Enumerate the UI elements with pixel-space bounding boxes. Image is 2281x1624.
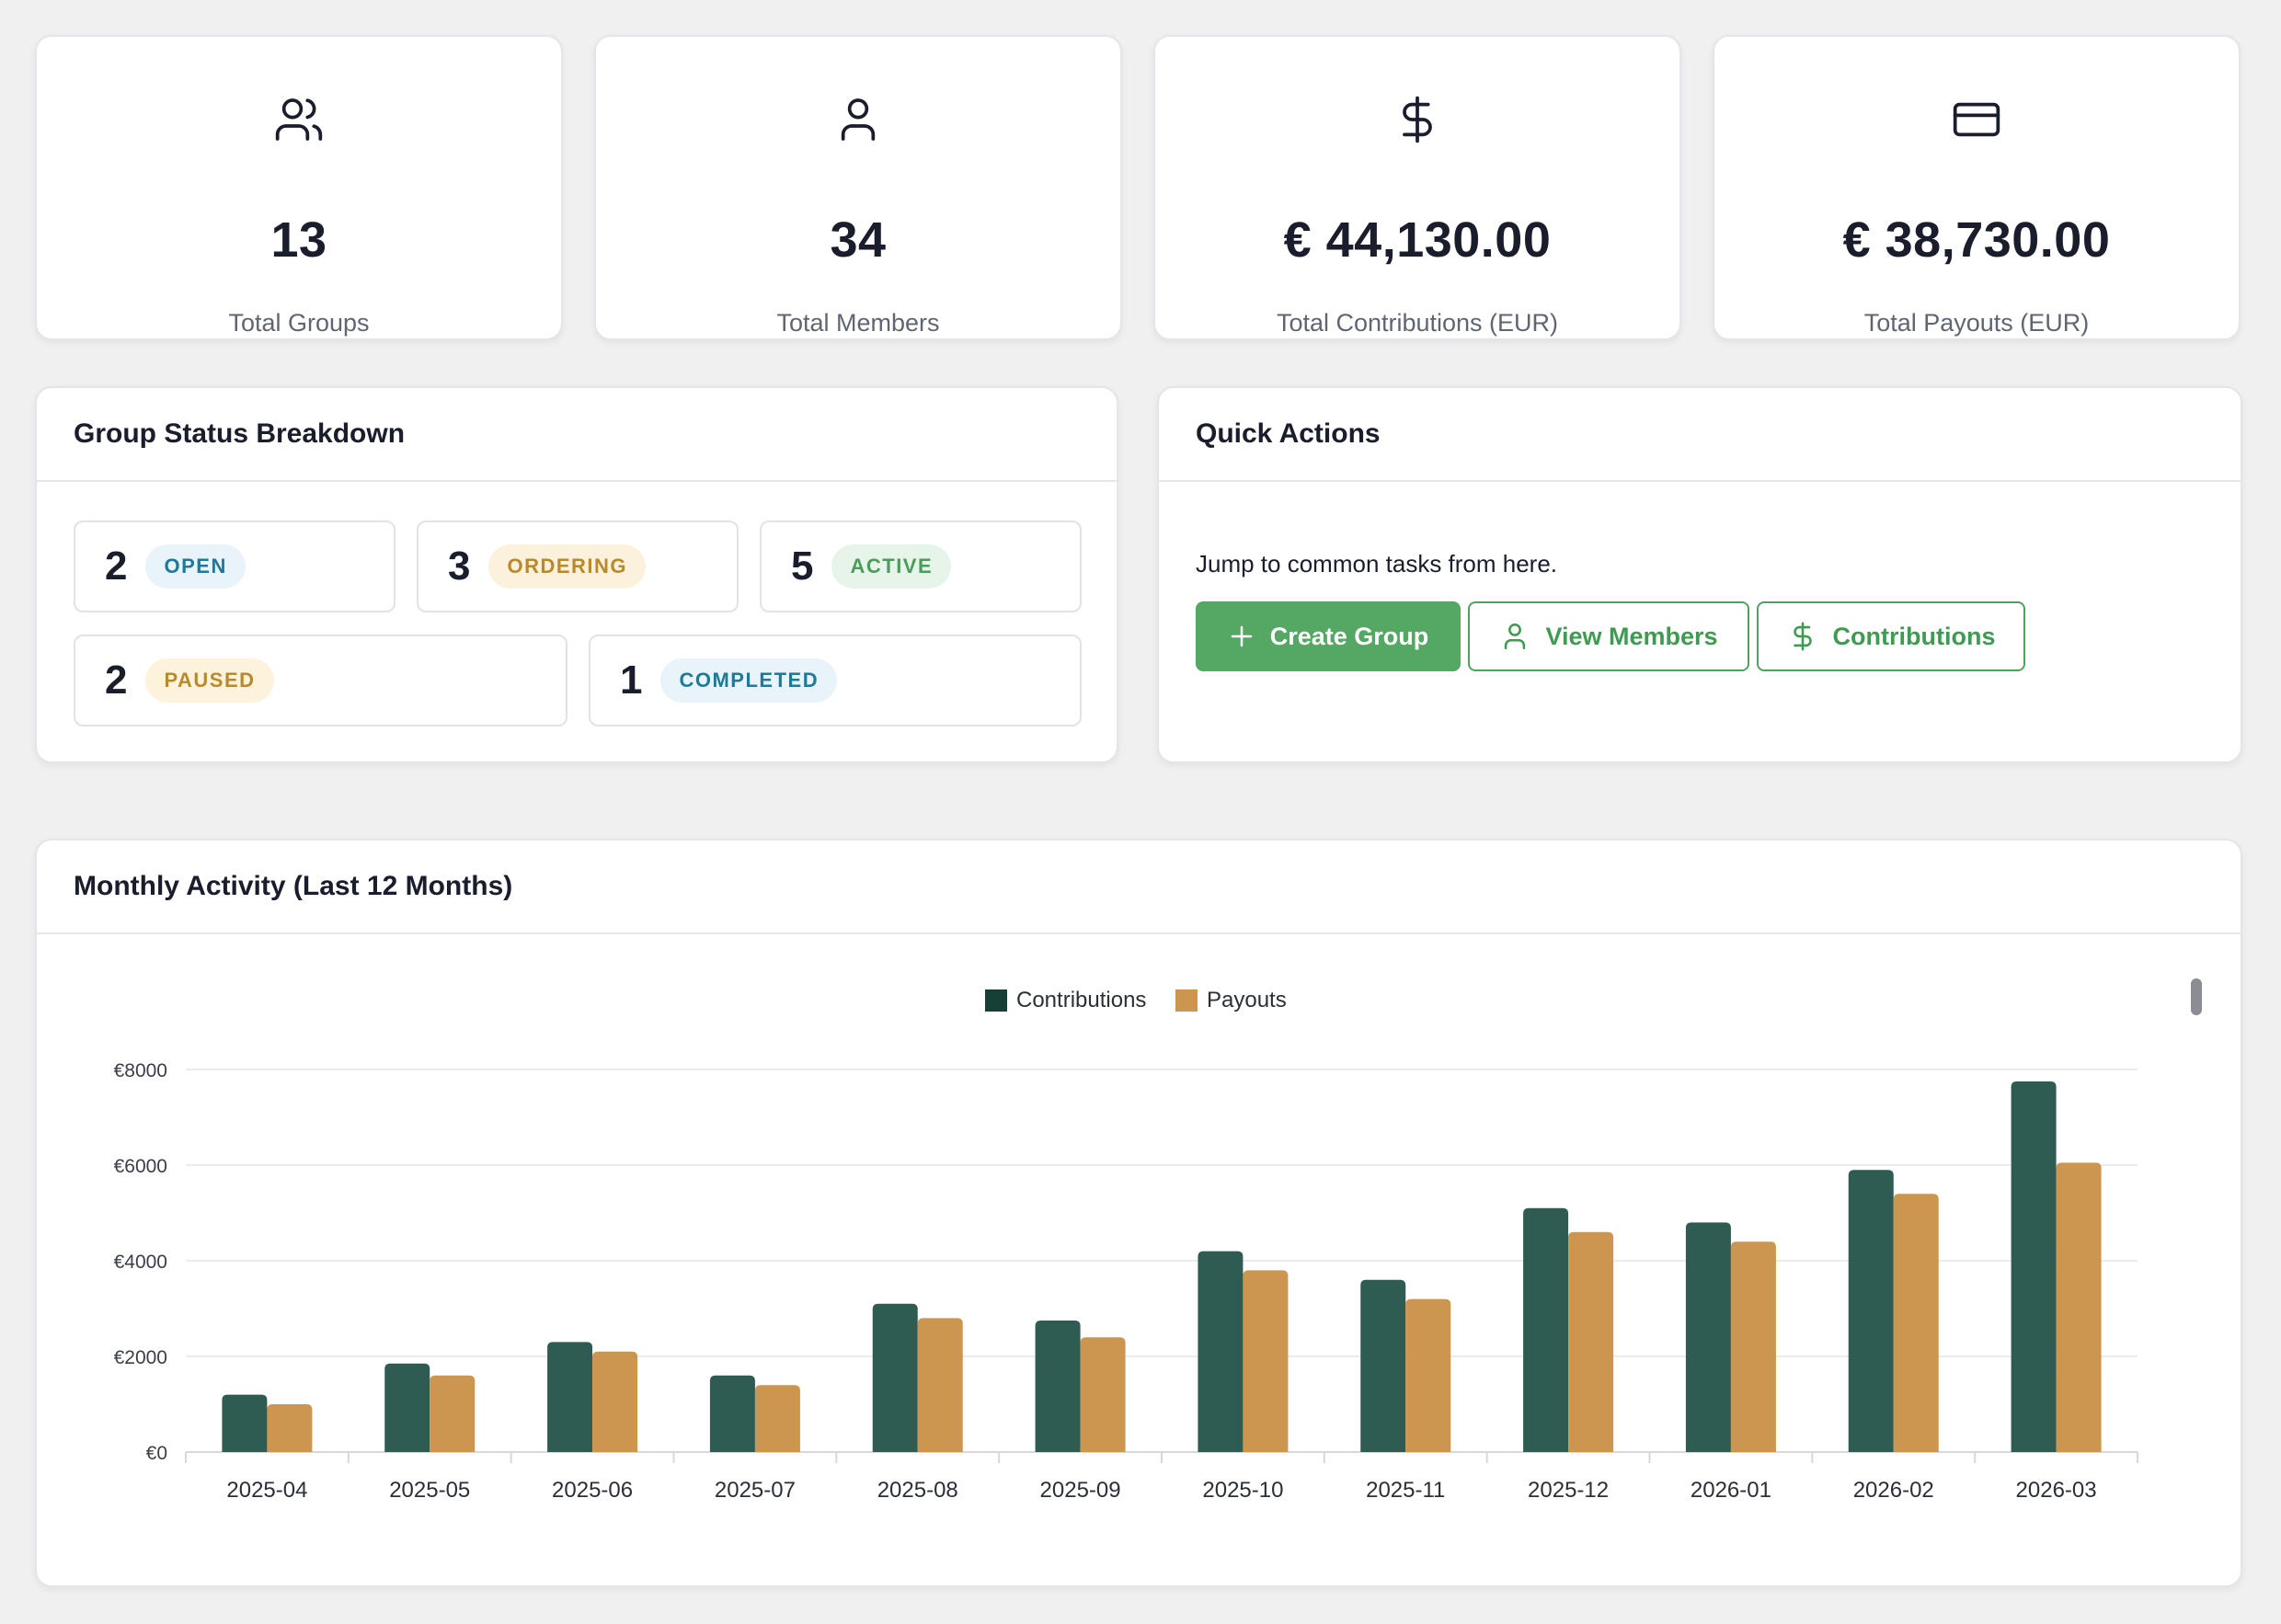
button-label: Contributions — [1832, 622, 1996, 650]
status-badge: ORDERING — [488, 544, 647, 589]
stat-label: Total Contributions (EUR) — [1276, 309, 1559, 337]
group-status-panel: Group Status Breakdown 2 OPEN 3 ORDERING… — [35, 386, 1118, 763]
status-tile-ordering: 3 ORDERING — [417, 520, 739, 612]
status-count: 1 — [620, 658, 643, 703]
stat-value: 13 — [270, 212, 327, 268]
stat-value: € 38,730.00 — [1842, 212, 2111, 268]
status-badge: COMPLETED — [660, 658, 838, 703]
status-count: 3 — [448, 543, 471, 589]
status-tile-open: 2 OPEN — [74, 520, 395, 612]
legend-payouts[interactable]: Payouts — [1175, 988, 1287, 1013]
status-badge: ACTIVE — [831, 544, 952, 589]
button-label: View Members — [1545, 622, 1718, 650]
legend-label: Payouts — [1207, 988, 1287, 1012]
user-icon — [1505, 623, 1526, 650]
stat-label: Total Payouts (EUR) — [1863, 309, 2090, 337]
legend-swatch — [985, 989, 1007, 1012]
button-label: Create Group — [1269, 622, 1429, 650]
users-icon — [37, 94, 561, 145]
stat-card-total-groups: 13 Total Groups — [35, 35, 563, 340]
status-badge: OPEN — [145, 544, 246, 589]
status-count: 2 — [105, 543, 128, 589]
view-members-button[interactable]: View Members — [1468, 601, 1749, 671]
status-count: 5 — [791, 543, 814, 589]
stat-card-total-payouts: € 38,730.00 Total Payouts (EUR) — [1713, 35, 2241, 340]
quick-actions-panel: Quick Actions Jump to common tasks from … — [1157, 386, 2242, 763]
panel-title: Monthly Activity (Last 12 Months) — [37, 841, 2241, 934]
dollar-icon — [1793, 622, 1812, 651]
quick-actions-description: Jump to common tasks from here. — [1196, 550, 1558, 578]
stat-label: Total Groups — [228, 309, 370, 337]
plus-icon — [1231, 625, 1252, 647]
stat-value: € 44,130.00 — [1283, 212, 1552, 268]
panel-title: Quick Actions — [1159, 388, 2241, 482]
stat-value: 34 — [830, 212, 887, 268]
status-tile-active: 5 ACTIVE — [760, 520, 1082, 612]
panel-title: Group Status Breakdown — [37, 388, 1117, 482]
stat-card-total-members: 34 Total Members — [594, 35, 1122, 340]
dollar-icon — [1155, 94, 1679, 145]
contributions-button[interactable]: Contributions — [1757, 601, 2025, 671]
stat-card-total-contributions: € 44,130.00 Total Contributions (EUR) — [1153, 35, 1681, 340]
user-icon — [596, 94, 1120, 145]
chart-scrollbar-thumb[interactable] — [2191, 978, 2202, 1015]
stat-label: Total Members — [776, 309, 940, 337]
credit-card-icon — [1714, 94, 2239, 145]
status-badge: PAUSED — [145, 658, 274, 703]
legend-swatch — [1175, 989, 1198, 1012]
legend-label: Contributions — [1016, 988, 1147, 1012]
status-tile-completed: 1 COMPLETED — [589, 635, 1082, 726]
monthly-activity-panel: Monthly Activity (Last 12 Months) — [35, 839, 2242, 1587]
status-count: 2 — [105, 658, 128, 703]
create-group-button[interactable]: Create Group — [1196, 601, 1461, 671]
status-tile-paused: 2 PAUSED — [74, 635, 567, 726]
legend-contributions[interactable]: Contributions — [985, 988, 1146, 1013]
